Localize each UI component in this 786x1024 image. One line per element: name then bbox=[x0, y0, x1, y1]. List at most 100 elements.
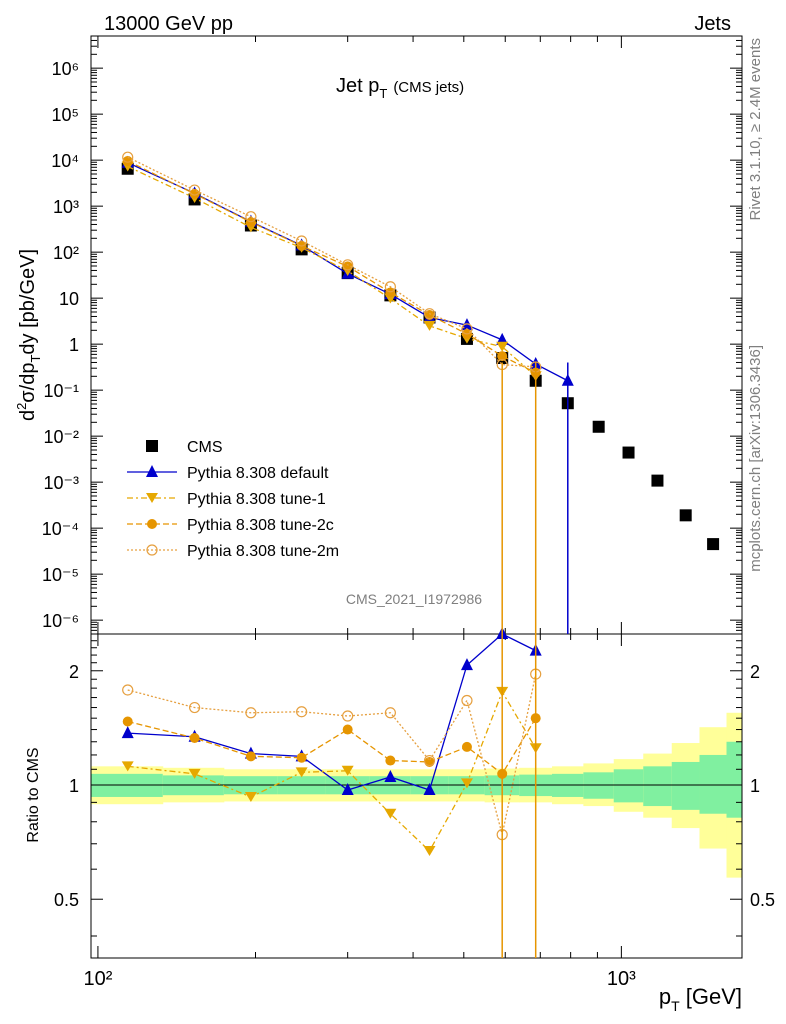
mc-line-top bbox=[127, 165, 537, 377]
band-green bbox=[583, 772, 615, 799]
mc-point-top bbox=[384, 281, 396, 293]
mc-point-ratio bbox=[245, 751, 256, 762]
mc-point-top bbox=[122, 155, 133, 166]
mc-point-ratio bbox=[423, 754, 436, 767]
legend-label: CMS bbox=[187, 439, 223, 456]
cms-point bbox=[592, 420, 605, 433]
y-tick-label: 10 bbox=[59, 289, 79, 309]
legend-label: Pythia 8.308 tune-1 bbox=[187, 491, 326, 508]
y-tick-label: 10⁻¹ bbox=[43, 381, 79, 401]
y-tick-label: 10⁻⁴ bbox=[42, 519, 79, 539]
mc-point-ratio bbox=[461, 741, 472, 752]
mc-point-top bbox=[423, 320, 436, 331]
mc-point-ratio bbox=[460, 658, 473, 671]
ratio-tick-label-right: 0.5 bbox=[750, 890, 775, 910]
mc-point-top bbox=[497, 351, 508, 362]
mc-point-ratio bbox=[384, 707, 396, 719]
data-series bbox=[121, 151, 720, 958]
band-green bbox=[671, 761, 700, 810]
mc-point-top bbox=[461, 323, 473, 335]
plot-title: Jet pT (CMS jets) bbox=[336, 75, 464, 101]
ratio-tick-label-left: 0.5 bbox=[54, 890, 79, 910]
mc-point-ratio bbox=[188, 768, 201, 779]
mc-point-ratio bbox=[295, 767, 308, 778]
legend-marker bbox=[146, 465, 158, 477]
x-tick-label: 10³ bbox=[607, 968, 636, 990]
mc-point-ratio bbox=[245, 707, 257, 719]
y-tick-label: 10³ bbox=[53, 197, 79, 217]
mc-line-ratio bbox=[127, 673, 537, 835]
mc-point-top bbox=[385, 287, 396, 298]
mc-point-ratio bbox=[461, 694, 473, 707]
x-axis-label: pT [GeV] bbox=[659, 984, 742, 1014]
legend-label: Pythia 8.308 tune-2c bbox=[187, 517, 334, 534]
ratio-tick-label-right: 2 bbox=[750, 662, 760, 682]
legend-marker bbox=[146, 493, 158, 503]
legend-marker bbox=[146, 440, 158, 452]
y-tick-label: 1 bbox=[69, 335, 79, 355]
ratio-tick-label-left: 1 bbox=[69, 776, 79, 796]
mc-point-ratio bbox=[244, 791, 257, 802]
band-green bbox=[613, 769, 644, 803]
mc-point-top bbox=[189, 184, 201, 196]
mc-point-top bbox=[496, 341, 509, 352]
header-right: Jets bbox=[694, 13, 731, 35]
y-tick-label: 10⁻⁵ bbox=[42, 565, 79, 585]
mc-point-top bbox=[245, 211, 257, 223]
mc-point-ratio bbox=[189, 733, 200, 744]
mc-point-top bbox=[122, 151, 134, 163]
mc-point-ratio bbox=[341, 783, 354, 796]
mc-point-ratio bbox=[384, 808, 397, 819]
mc-point-ratio bbox=[296, 706, 308, 718]
mc-point-ratio bbox=[341, 765, 354, 776]
mc-point-ratio bbox=[460, 778, 473, 789]
mc-point-top bbox=[296, 235, 308, 247]
mcplots-label: mcplots.cern.ch [arXiv:1306.3436] bbox=[747, 345, 764, 572]
y-axis-label-top: d2σ/dpTdy [pb/GeV] bbox=[14, 249, 43, 421]
band-green bbox=[699, 754, 728, 814]
watermark: CMS_2021_I1972986 bbox=[346, 591, 482, 607]
legend: CMS Pythia 8.308 default Pythia 8.308 tune… bbox=[127, 439, 339, 560]
mc-line-ratio bbox=[127, 717, 537, 775]
cms-point bbox=[679, 509, 692, 522]
mc-point-ratio bbox=[384, 769, 397, 782]
cms-point bbox=[707, 538, 720, 551]
ratio-uncertainty-band bbox=[91, 712, 743, 878]
mc-point-ratio bbox=[122, 716, 133, 727]
ratio-panel-frame bbox=[90, 633, 743, 959]
mc-line-ratio bbox=[127, 633, 536, 791]
axis-ticks: 10² 10³ 10⁻⁶ 10⁻⁵ 10⁻⁴ 10⁻³ 10⁻² 10⁻¹ 1 10 10² 10³ 1… bbox=[42, 35, 775, 990]
y-tick-label: 10⁵ bbox=[52, 105, 79, 125]
mc-point-ratio bbox=[296, 752, 307, 763]
x-tick-label: 10² bbox=[83, 968, 112, 990]
mc-point-ratio bbox=[342, 724, 353, 735]
y-tick-label: 10⁻³ bbox=[43, 473, 79, 493]
legend-label: Pythia 8.308 tune-2m bbox=[187, 543, 339, 560]
mc-point-ratio bbox=[423, 783, 436, 796]
y-tick-label: 10⁶ bbox=[52, 59, 79, 79]
y-axis-label-ratio: Ratio to CMS bbox=[25, 747, 42, 842]
mc-point-ratio bbox=[423, 845, 436, 856]
legend-label: Pythia 8.308 default bbox=[187, 465, 329, 482]
y-tick-label: 10² bbox=[53, 243, 79, 263]
ratio-tick-label-right: 1 bbox=[750, 776, 760, 796]
mc-point-ratio bbox=[121, 726, 134, 739]
header-left: 13000 GeV pp bbox=[104, 13, 233, 35]
legend-marker bbox=[147, 519, 157, 529]
y-tick-label: 10⁻² bbox=[43, 427, 79, 447]
cms-point bbox=[622, 446, 635, 459]
y-tick-label: 10⁴ bbox=[51, 151, 79, 171]
band-green bbox=[726, 741, 743, 818]
mc-point-top bbox=[342, 259, 354, 271]
mc-line-ratio bbox=[127, 690, 537, 853]
mc-line-top bbox=[127, 156, 536, 368]
mc-line-top bbox=[127, 160, 536, 374]
mc-point-ratio bbox=[189, 701, 201, 714]
legend-marker bbox=[146, 544, 158, 556]
mc-point-top bbox=[423, 308, 436, 320]
mc-point-ratio bbox=[122, 684, 134, 696]
rivet-label: Rivet 3.1.10, ≥ 2.4M events bbox=[747, 38, 764, 221]
cms-point bbox=[651, 474, 664, 487]
y-tick-label: 10⁻⁶ bbox=[42, 611, 79, 631]
